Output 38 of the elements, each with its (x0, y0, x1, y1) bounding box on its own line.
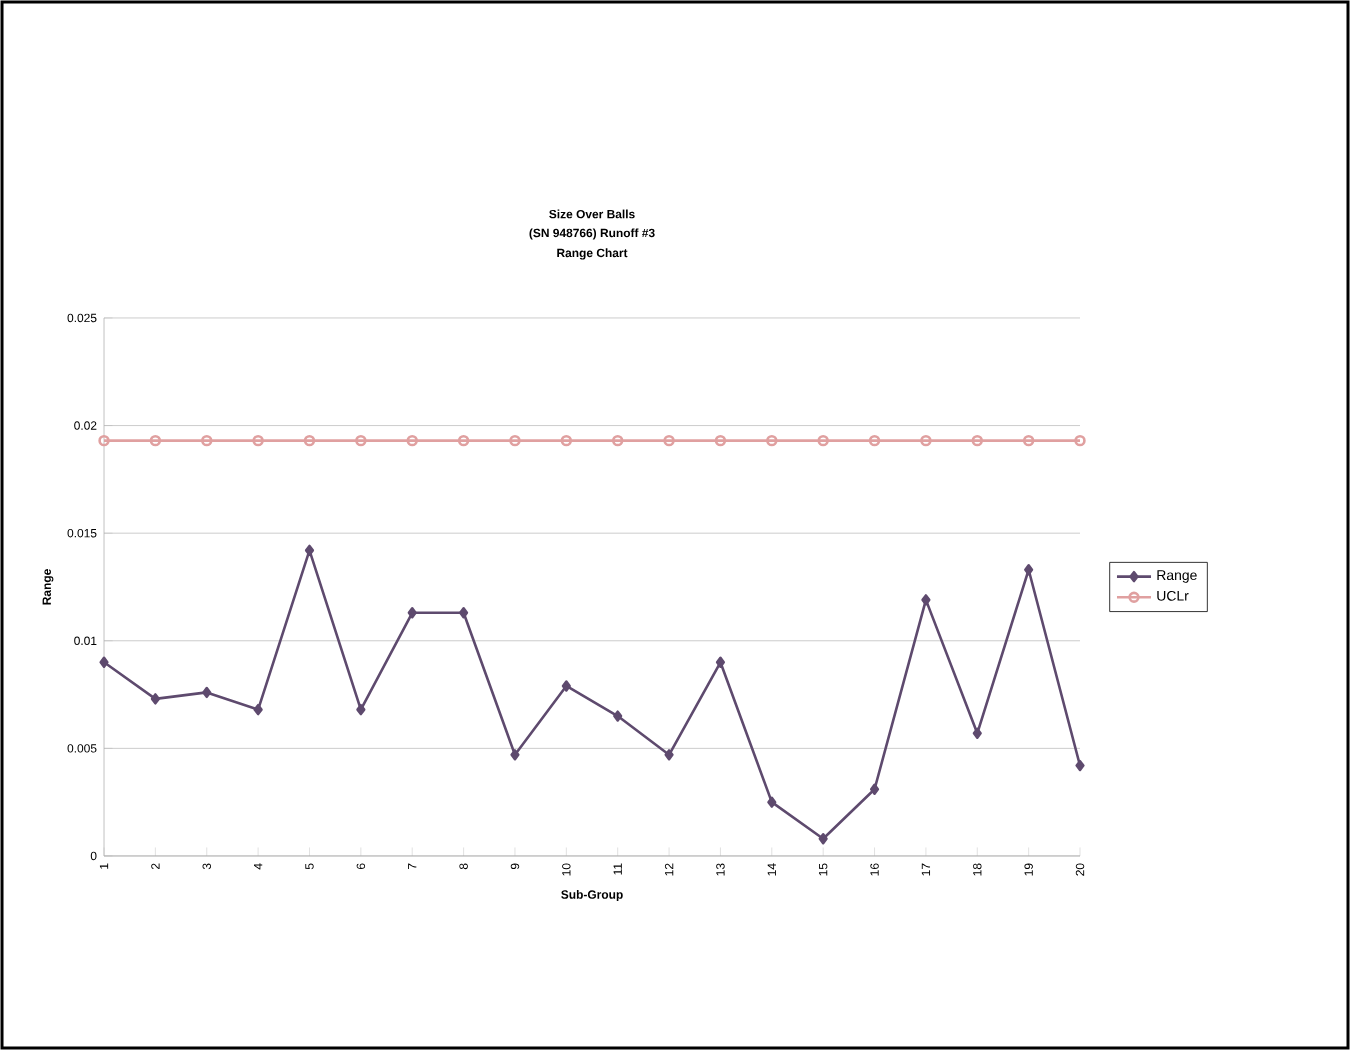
point (303, 434, 316, 447)
point (509, 434, 521, 447)
point (1022, 434, 1035, 447)
point (613, 710, 623, 722)
point (149, 434, 162, 447)
point (304, 544, 315, 557)
point (510, 749, 520, 761)
point (150, 693, 160, 705)
point (817, 434, 829, 447)
point (406, 434, 418, 447)
point (1075, 759, 1085, 772)
point (921, 594, 931, 606)
point (920, 434, 932, 447)
point (560, 434, 573, 447)
point (818, 833, 828, 845)
point (201, 434, 213, 447)
point (561, 680, 571, 692)
point (663, 434, 675, 447)
point (407, 607, 417, 619)
point (868, 434, 881, 447)
point (355, 434, 367, 447)
point (715, 656, 726, 668)
point (664, 749, 674, 761)
point (1024, 564, 1034, 576)
point (252, 434, 264, 447)
point (869, 783, 880, 795)
point (972, 727, 982, 739)
point (767, 796, 777, 808)
point (457, 434, 470, 447)
point (766, 434, 778, 447)
point (458, 607, 469, 619)
point (714, 434, 727, 447)
point (612, 434, 624, 447)
point (253, 703, 263, 716)
point (356, 703, 366, 716)
point (971, 434, 983, 447)
point (202, 686, 212, 699)
point (99, 656, 109, 668)
